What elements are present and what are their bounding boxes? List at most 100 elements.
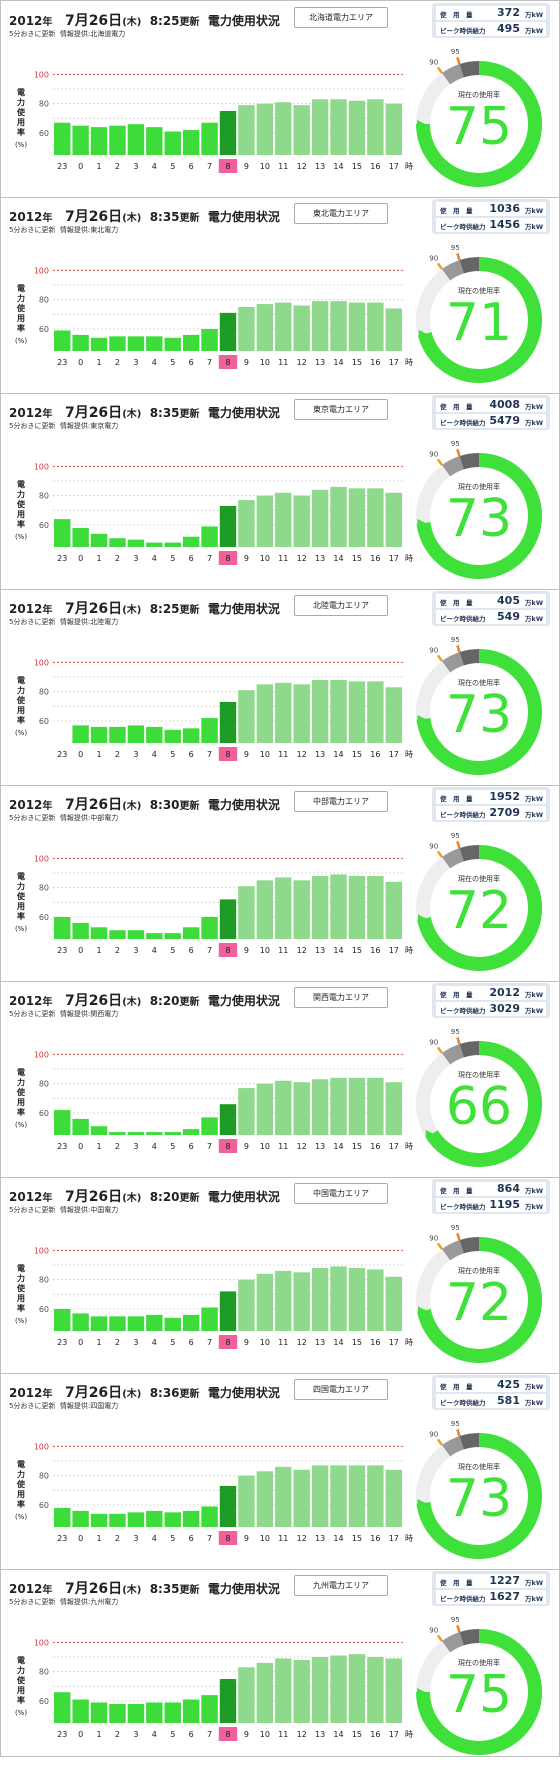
usage-label: 使 用 量 [440,1187,473,1195]
usage-label: 使 用 量 [440,403,473,411]
y-axis-label: 電 力 使 用 率 (%) [13,1460,29,1522]
bar-hour-4 [146,1510,163,1527]
y-tick-label: 80 [39,884,49,893]
y-axis-label: 電 力 使 用 率 (%) [13,1656,29,1718]
bar-hour-4 [146,726,163,743]
area-select-button[interactable]: 中国電力エリア [294,1183,388,1204]
bar-hour-1 [90,1126,108,1135]
capacity-unit: 万kW [525,615,543,623]
ylabel-char: 電 [17,284,25,293]
ylabel-char: 用 [17,902,25,911]
bar-hour-10 [256,1083,274,1135]
bar-hour-2 [109,336,126,351]
gauge-threshold-label: 90 [429,1627,438,1635]
hour-suffix: 時 [405,1730,413,1739]
stats-box: 使 用 量 425 万kW ピーク時供給力 581 万kW [432,1375,550,1410]
area-select-button[interactable]: 北海道電力エリア [294,7,388,28]
capacity-label: ピーク時供給力 [440,27,486,35]
gauge-inner [432,273,526,367]
x-tick-label: 9 [244,750,249,759]
bar-hour-4 [146,336,163,351]
x-tick-label: 12 [297,1142,307,1151]
bar-hour-16 [367,1269,384,1331]
area-panel-4: 2012年 7月26日(木) 8:30更新 電力使用状況 5分おきに更新 情報提… [1,785,559,982]
bar-hour-9 [238,1667,255,1723]
area-select-button[interactable]: 四国電力エリア [294,1379,388,1400]
update-time: 8:25 [149,602,180,616]
x-tick-label: 23 [57,1142,67,1151]
x-tick-label: 11 [278,1534,288,1543]
capacity-label: ピーク時供給力 [440,223,486,231]
x-tick-label: 8 [225,750,230,759]
year: 2012 [9,602,43,616]
area-panel-2: 2012年 7月26日(木) 8:35更新 電力使用状況 5分おきに更新 情報提… [1,393,559,590]
x-tick-label: 2 [115,750,120,759]
ylabel-unit: (%) [14,141,28,149]
area-select-button[interactable]: 北陸電力エリア [294,595,388,616]
gauge-threshold-label: 90 [429,1039,438,1047]
year-unit: 年 [42,997,53,1008]
bar-hour-6 [182,728,200,743]
y-axis-label: 電 力 使 用 率 (%) [13,1264,29,1326]
bar-hour-14 [330,1465,347,1527]
page-title: 電力使用状況 [207,210,280,224]
bar-hour-0 [72,334,89,351]
bar-hour-15 [348,1077,366,1135]
x-tick-label: 3 [133,554,138,563]
ylabel-char: 電 [17,480,25,489]
page-title: 電力使用状況 [207,1386,280,1400]
ylabel-char: 率 [17,716,25,725]
x-tick-label: 1 [97,358,102,367]
bar-hour-6 [182,1510,200,1527]
y-tick-label: 80 [39,1276,49,1285]
area-select-button[interactable]: 関西電力エリア [294,987,388,1008]
gauge-warning-arc [441,652,465,673]
panel-header: 2012年 7月26日(木) 8:35更新 電力使用状況 [9,206,280,226]
year-unit: 年 [42,409,53,420]
hour-suffix: 時 [405,946,413,955]
area-select-button[interactable]: 東京電力エリア [294,399,388,420]
capacity-label: ピーク時供給力 [440,1399,486,1407]
year-unit: 年 [42,1389,53,1400]
bar-hour-12 [293,1272,310,1331]
year: 2012 [9,1190,43,1204]
x-tick-label: 10 [260,1730,270,1739]
gauge-threshold-mark [436,1634,443,1642]
gauge-threshold-mark [436,654,443,662]
weekday: (木) [122,213,142,224]
date: 7月26日 [64,405,123,421]
x-tick-label: 5 [170,1338,175,1347]
usage-row: 使 用 量 405 万kW [436,594,546,608]
x-tick-label: 4 [152,358,157,367]
x-tick-label: 10 [260,554,270,563]
x-tick-label: 6 [189,1338,194,1347]
ylabel-char: 電 [17,1264,25,1273]
update-time: 8:30 [149,798,180,812]
x-tick-label: 6 [189,750,194,759]
capacity-value: 1195 [489,1198,520,1211]
x-tick-label: 3 [133,162,138,171]
hour-suffix: 時 [405,1534,413,1543]
bar-hour-13 [311,875,329,939]
panel-header: 2012年 7月26日(木) 8:20更新 電力使用状況 [9,990,280,1010]
capacity-label: ピーク時供給力 [440,1595,486,1603]
bar-hour-16 [367,302,384,351]
gauge-threshold-label: 95 [451,1224,460,1232]
x-tick-label: 6 [189,358,194,367]
x-tick-label: 9 [244,1142,249,1151]
area-select-button[interactable]: 東北電力エリア [294,203,388,224]
bar-hour-11 [275,302,292,351]
area-select-button[interactable]: 九州電力エリア [294,1575,388,1596]
bar-hour-5 [164,1512,181,1527]
area-select-button[interactable]: 中部電力エリア [294,791,388,812]
bar-hour-1 [90,1702,108,1723]
current-hour-highlight [218,747,238,761]
x-tick-label: 4 [152,750,157,759]
capacity-row: ピーク時供給力 2709 万kW [436,806,546,820]
date: 7月26日 [64,1385,123,1401]
bar-hour-1 [90,337,108,351]
year-unit: 年 [42,1585,53,1596]
